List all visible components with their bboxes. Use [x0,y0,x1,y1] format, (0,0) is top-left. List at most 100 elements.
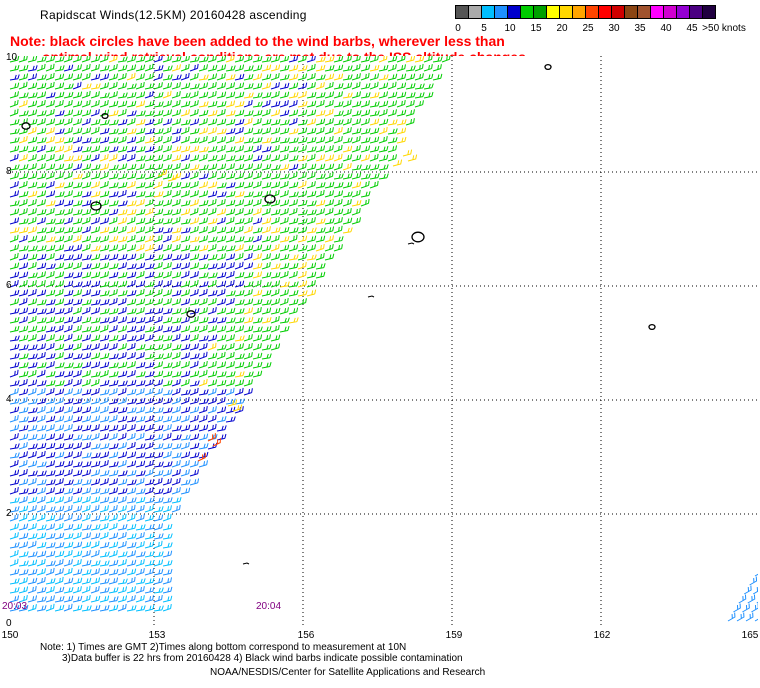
wind-barb [18,378,28,387]
wind-barb [414,100,424,108]
wind-barb [198,127,209,135]
wind-barb-shaft [306,127,317,135]
wind-barb-shaft [270,288,280,297]
wind-barb-shaft [36,144,46,153]
wind-barb [72,398,83,405]
wind-barb-shaft [342,208,352,216]
wind-barb [90,361,101,369]
wind-barb [27,208,37,216]
wind-barb-shaft [261,82,272,90]
wind-barb-shaft [405,56,416,63]
footer-note-line1: Note: 1) Times are GMT 2)Times along bot… [40,642,407,653]
wind-barb [189,262,200,270]
wind-barb [135,64,146,72]
wind-barb-shaft [81,235,92,243]
wind-barb [9,128,20,135]
wind-barb [108,289,118,297]
wind-barb-shaft [162,389,173,396]
wind-barb [342,74,353,81]
wind-barb [207,145,218,153]
wind-barb-shaft [45,371,56,378]
wind-barb-shaft [72,100,83,108]
wind-barb-shaft [342,137,353,144]
wind-barb [162,182,173,189]
wind-barb-shaft [99,163,110,171]
wind-barb-shaft [279,153,289,162]
wind-barb-shaft [279,208,289,216]
wind-barb [72,173,83,180]
wind-barb-shaft [279,100,289,108]
wind-barb [216,245,227,252]
wind-barb [54,182,65,189]
wind-barb [243,99,253,108]
wind-barb-shaft [360,118,370,126]
wind-barb [63,56,73,63]
wind-barb [18,406,29,414]
wind-barb [207,110,218,117]
wind-barb-shaft [108,353,119,360]
wind-barb [252,64,263,72]
wind-barb [225,226,236,234]
wind-barb-shaft [54,118,65,126]
wind-barb [45,63,55,72]
wind-barb-shaft [90,415,101,423]
wind-barb [9,325,20,333]
wind-barb [126,91,137,99]
wind-barb-shaft [234,100,245,108]
wind-barb [153,117,163,126]
wind-barb [288,128,299,135]
wind-barb-shaft [387,73,398,81]
wind-barb-shaft [45,200,56,207]
wind-barb-shaft [72,118,82,126]
wind-barb [288,155,299,162]
wind-barb [171,74,182,81]
wind-barb [189,325,200,333]
wind-barb-shaft [225,56,235,63]
wind-barb [198,398,209,405]
wind-barb-shaft [90,137,101,144]
wind-barb-shaft [126,100,137,108]
wind-barb-shaft [72,353,83,360]
wind-barb-shaft [270,324,280,333]
wind-barb [288,217,299,225]
wind-barb [216,288,226,297]
wind-barb-shaft [117,415,128,423]
wind-barb [225,74,236,81]
wind-barb-shaft [63,352,74,360]
wind-barb-shaft [279,91,290,99]
wind-barb-shaft [27,272,38,279]
wind-barb-shaft [180,227,191,234]
wind-barb-shaft [72,234,82,243]
wind-barb-shaft [324,199,334,207]
wind-barb [117,209,128,216]
wind-barb-shaft [378,56,388,63]
wind-barb [279,236,290,243]
wind-barb [252,334,263,342]
wind-barb [45,244,56,252]
wind-barb-shaft [216,344,227,351]
wind-barb [18,416,29,423]
wind-barb-shaft [162,308,173,315]
wind-barb [63,83,74,90]
wind-barb [135,325,146,333]
wind-barb [414,83,425,90]
wind-barb-shaft [81,146,92,153]
wind-barb [9,271,20,279]
wind-barb-shaft [279,163,290,171]
wind-barb-shaft [261,334,271,342]
wind-barb-shaft [45,406,56,414]
wind-barb-shaft [54,182,65,189]
wind-barb [117,100,128,108]
wind-barb [135,199,145,207]
wind-barb [207,414,217,423]
wind-barb-shaft [144,145,155,153]
wind-barb [378,164,389,171]
wind-barb-shaft [72,173,83,180]
wind-speed-color-scale: 0 5 10 15 20 25 30 35 40 45 >50 knots [455,4,755,40]
wind-barb [270,307,281,315]
wind-barb-shaft [153,397,164,405]
wind-barb [45,200,56,207]
wind-barb [198,82,209,90]
wind-barb-shaft [261,262,271,270]
wind-barb-shaft [234,199,245,207]
